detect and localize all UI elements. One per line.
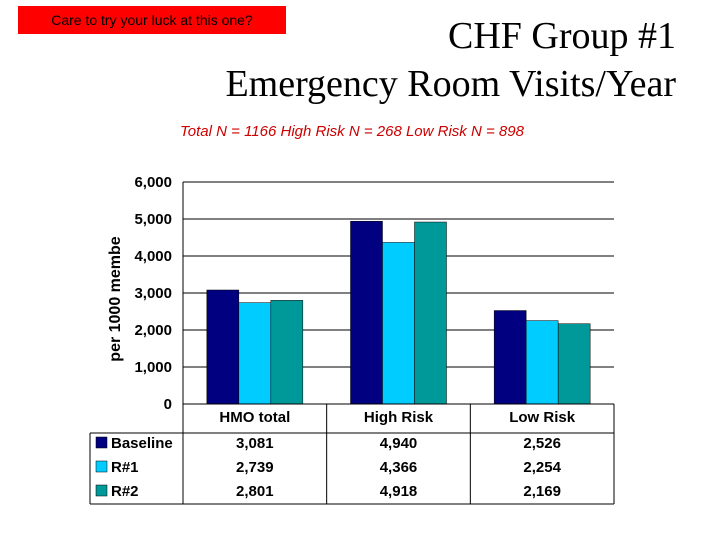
legend-label-r1: R#1 [111, 459, 139, 476]
x-category-label: Low Risk [509, 409, 576, 426]
table-cell: 4,366 [380, 459, 418, 476]
y-tick-label: 4,000 [134, 248, 172, 265]
table-cell: 4,940 [380, 435, 418, 452]
table-cell: 3,081 [236, 435, 274, 452]
table-cell: 2,169 [523, 483, 561, 500]
legend-swatch-r1 [95, 460, 108, 473]
bar-baseline-hmo-total [206, 289, 240, 405]
legend-swatch-r2 [95, 484, 108, 497]
bar-r2-hmo-total [270, 300, 304, 405]
bar-r2-low-risk [557, 323, 591, 405]
banner: Care to try your luck at this one? [18, 6, 286, 34]
bar-baseline-high-risk [350, 220, 383, 405]
legend-label-baseline: Baseline [111, 435, 173, 452]
bar-r1-high-risk [382, 242, 415, 405]
table-cell: 2,254 [523, 459, 561, 476]
bar-r2-high-risk [414, 221, 447, 405]
legend-swatch-baseline [95, 436, 108, 449]
y-tick-label: 1,000 [134, 359, 172, 376]
table-cell: 2,801 [236, 483, 274, 500]
bar-r1-low-risk [525, 320, 559, 405]
table-cell: 4,918 [380, 483, 418, 500]
y-tick-label: 0 [164, 396, 172, 413]
page-title: CHF Group #1 Emergency Room Visits/Year [225, 12, 676, 108]
table-cell: 2,526 [523, 435, 561, 452]
title-line-1: CHF Group #1 [447, 15, 676, 57]
chart-subtitle: Total N = 1166 High Risk N = 268 Low Ris… [180, 123, 524, 140]
x-category-label: High Risk [364, 409, 434, 426]
y-tick-label: 5,000 [134, 211, 172, 228]
bar-baseline-low-risk [493, 310, 527, 405]
bar-r1-hmo-total [238, 302, 272, 405]
y-tick-label: 3,000 [134, 285, 172, 302]
y-tick-label: 2,000 [134, 322, 172, 339]
y-tick-label: 6,000 [134, 174, 172, 191]
table-cell: 2,739 [236, 459, 274, 476]
title-line-2: Emergency Room Visits/Year [225, 63, 676, 105]
legend-label-r2: R#2 [111, 483, 139, 500]
x-category-label: HMO total [219, 409, 290, 426]
